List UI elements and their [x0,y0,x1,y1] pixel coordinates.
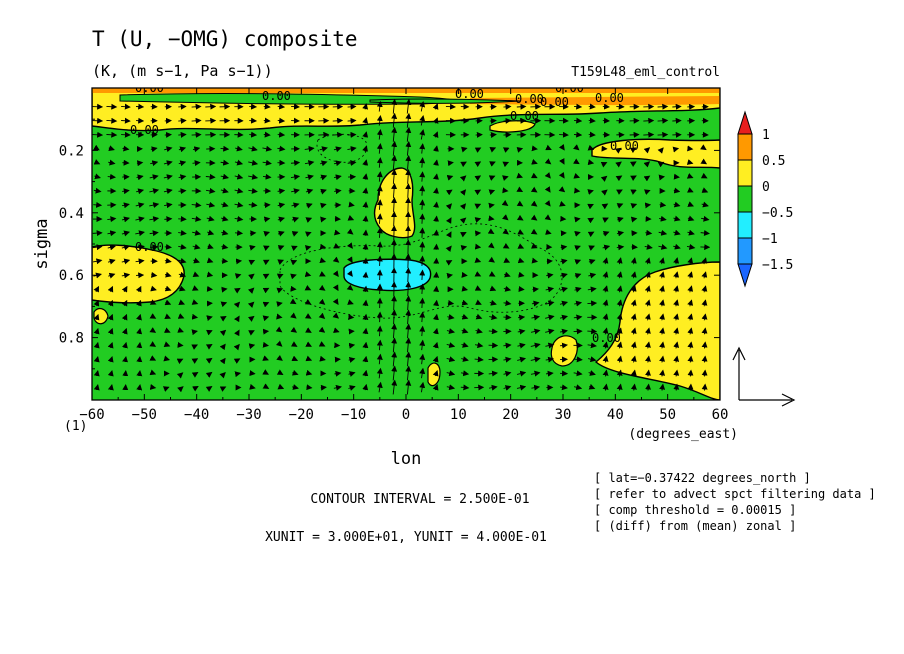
x-tick-label: 20 [502,407,519,423]
chart-subtitle: (K, (m s−1, Pa s−1)) [92,62,273,80]
vector-units: XUNIT = 3.000E+01, YUNIT = 4.000E-01 [265,530,547,545]
x-tick-label: −50 [132,407,157,423]
contour-label: 0.00 [610,139,639,153]
vector-reference [732,346,796,407]
x-tick-label: 30 [555,407,572,423]
note-line-3: [ comp threshold = 0.00015 ] [594,503,796,517]
vector-field [92,98,711,395]
x-tick-label: 0 [402,407,410,423]
colorbar-label: 1 [762,128,770,143]
contour-label: 0.00 [322,75,351,89]
x-axis-label: lon [391,449,422,469]
x-tick-label: −60 [79,407,104,423]
positive-region-east [594,261,720,400]
colorbar-min-triangle [737,263,753,288]
colorbar-segment [737,159,753,187]
dotted-contour-upper [316,133,368,163]
x-tick-label: 50 [659,407,676,423]
x-tick-label: 40 [607,407,624,423]
negative-core [343,258,432,292]
contour-label: 0.00 [555,81,584,95]
colorbar: 1 0.5 0 −0.5 −1 −1.5 [737,110,793,288]
colorbar-max-triangle [737,110,753,135]
dotted-contour-large [279,223,563,319]
note-line-2: [ refer to advect spct filtering data ] [594,487,876,501]
contour-label: 0.00 [135,240,164,254]
contour-label: 0.00 [130,123,159,137]
y-tick-label: 0.4 [59,206,84,222]
x-tick-label: −10 [341,407,366,423]
y-tick-label: 0.2 [59,143,84,159]
y-tick-label: 0.8 [59,331,84,347]
plot-area: 0.00 0.00 0.000.00 0.00 0.000.00 0.000.000.00… [92,75,720,400]
contour-label: 0.00 [595,91,624,105]
colorbar-segment [737,237,753,265]
colorbar-label: −0.5 [762,206,793,221]
x-axis-unit: (degrees_east) [628,427,738,442]
upper-orange-strip-2 [470,96,720,106]
contour-label: 0.00 [510,109,539,123]
contour-label: 0.00 [515,92,544,106]
colorbar-segment [737,211,753,239]
colorbar-label: −1.5 [762,258,793,273]
y-tick-label: 0.6 [59,268,84,284]
contour-labels: 0.00 0.00 0.000.00 0.00 0.000.00 0.000.000.00… [130,75,639,345]
contour-label: 0.00 [592,331,621,345]
contour-label: 0.00 [540,95,569,109]
x-tick-label: −40 [184,407,209,423]
colorbar-label: 0 [762,180,770,195]
contour-interval: CONTOUR INTERVAL = 2.500E-01 [310,492,529,507]
x-tick-label: 10 [450,407,467,423]
x-tick-label: −20 [289,407,314,423]
colorbar-segment [737,185,753,213]
note-line-1: [ lat=−0.37422 degrees_north ] [594,471,811,485]
axes: −60 −50 −40 −30 −20 −10 0 10 20 30 40 50 60 0.2 0.4 0.6… [59,88,729,423]
y-axis-label: sigma [32,218,52,269]
note-line-4: [ (diff) from (mean) zonal ] [594,519,796,533]
contour-label: 0.00 [262,89,291,103]
colorbar-label: −1 [762,232,778,247]
x-tick-label: 60 [712,407,729,423]
positive-patch-near-10E [427,362,441,387]
run-label: T159L48_eml_control [571,65,720,80]
contour-label: 0.00 [135,81,164,95]
contour-label: 0.00 [455,87,484,101]
positive-patch-west-small [93,307,109,325]
x-tick-label: −30 [236,407,261,423]
colorbar-label: 0.5 [762,154,785,169]
chart-title: T (U, −OMG) composite [92,27,358,51]
corner-label: (1) [64,419,87,434]
colorbar-segment [737,133,753,161]
